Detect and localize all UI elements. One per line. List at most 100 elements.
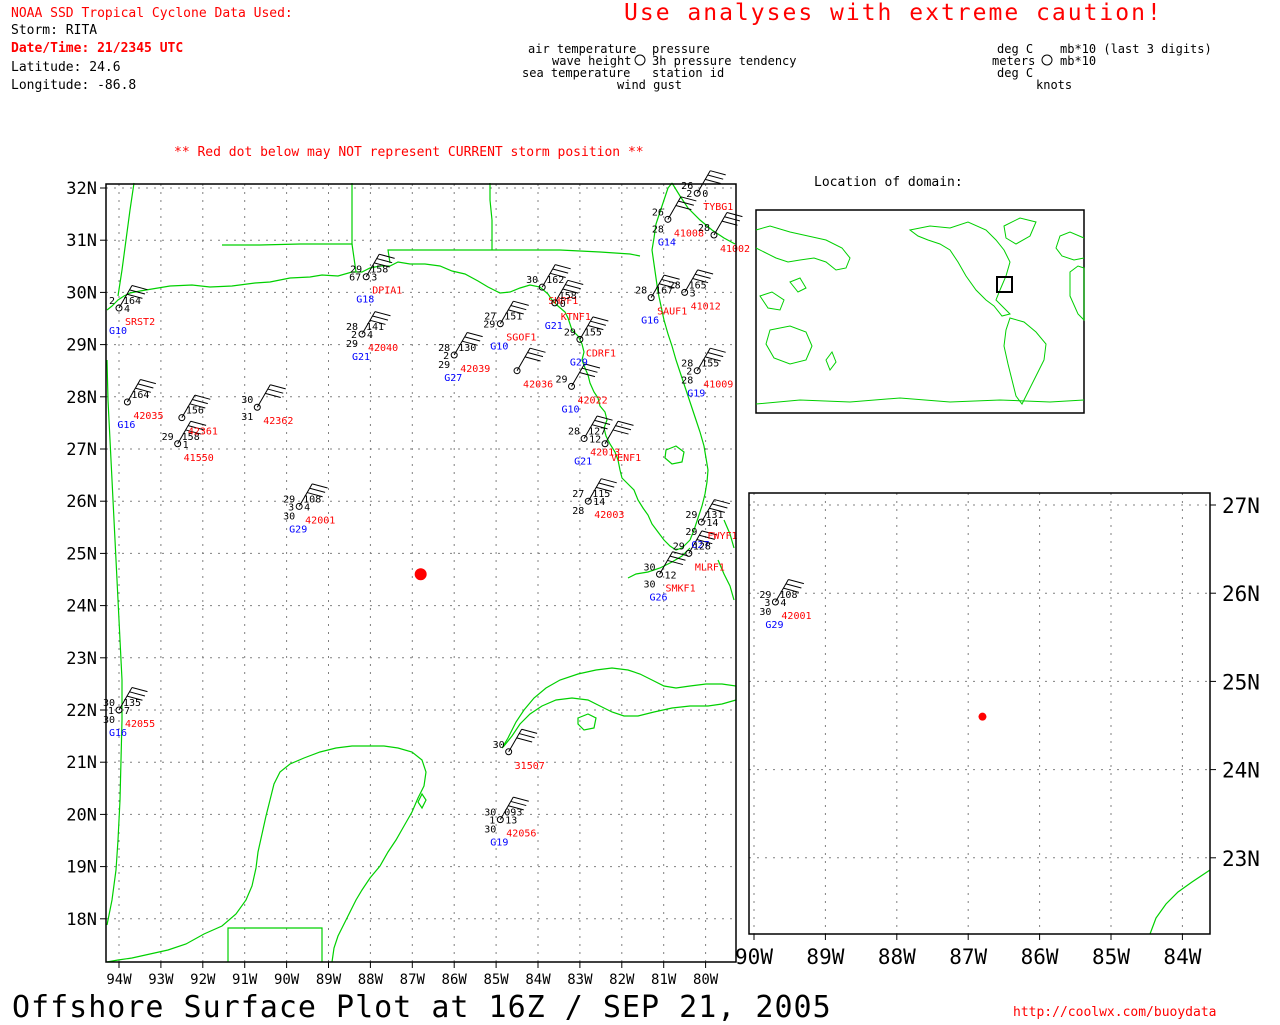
wind-barb xyxy=(118,285,133,309)
lon-tick-label: 91W xyxy=(232,972,258,988)
station-41002: 28 41002 xyxy=(698,223,750,255)
wind-barb-feather xyxy=(521,728,538,734)
footer-url[interactable]: http://coolwx.com/buoydata xyxy=(1013,1005,1217,1020)
wind-barb-feather xyxy=(550,272,566,278)
station-circle xyxy=(295,502,303,510)
world-north-america xyxy=(908,221,1011,317)
station-wave-height: 2 xyxy=(686,367,692,378)
station-sat-source: G29 xyxy=(765,620,783,631)
legend-unit-mb2: mb*10 xyxy=(1060,54,1097,68)
station-air-temp: 29 xyxy=(350,265,362,276)
station-circle xyxy=(647,294,655,302)
station-id: 42056 xyxy=(506,829,536,840)
station-tendency: 14 xyxy=(593,497,605,508)
storm-name: Storm: RITA xyxy=(11,23,98,38)
station-air-temp: 30 xyxy=(493,740,505,751)
wind-barb-feather xyxy=(596,486,612,492)
station-air-temp: 28 xyxy=(346,322,358,333)
wind-barb-feather xyxy=(726,211,743,218)
station-air-temp: 28 xyxy=(568,427,580,438)
world-map-frame xyxy=(755,209,1085,414)
wind-barb-feather xyxy=(697,269,714,275)
wind-barb-feather xyxy=(701,530,718,536)
station-id: MLRF1 xyxy=(695,562,725,573)
wind-barb-feather xyxy=(699,534,715,540)
world-africa xyxy=(1069,265,1085,322)
station-id: 41012 xyxy=(691,301,721,312)
yucatan xyxy=(106,745,427,963)
us-gulf-coast xyxy=(106,261,691,551)
wind-barb-feather xyxy=(376,258,393,264)
lat-tick-label: 22N xyxy=(66,701,97,721)
wind-barb xyxy=(499,300,514,324)
station-pressure: 167 xyxy=(655,286,673,297)
station-tendency: 4 xyxy=(367,330,373,341)
wind-barb-feather xyxy=(527,352,544,358)
wind-barb-feather xyxy=(513,796,529,802)
station-sat-source: G16 xyxy=(117,420,135,431)
station-wave-height: 1 xyxy=(108,706,114,717)
station-id: SHPF1 xyxy=(548,296,578,307)
main-wind-barbs xyxy=(118,170,743,820)
lon-tick-label: 80W xyxy=(693,972,719,988)
wind-barb-feather xyxy=(555,264,571,270)
wind-barb-feather xyxy=(783,587,800,593)
inset-lon-label: 84W xyxy=(1163,945,1201,969)
station-circle xyxy=(123,398,131,406)
wind-barb-feather xyxy=(664,274,680,280)
wind-barb-feather xyxy=(552,268,569,274)
wind-barb-feather xyxy=(594,419,611,425)
wind-barb-feather xyxy=(135,387,151,393)
station-circle xyxy=(584,497,592,505)
legend-air-temp: air temperature xyxy=(528,42,637,56)
station-circle xyxy=(681,288,689,296)
wind-barb-feather xyxy=(788,579,805,585)
wind-barb xyxy=(126,379,141,403)
cozumel xyxy=(417,792,427,810)
station-air-temp: 30 xyxy=(643,562,655,573)
world-se-asia xyxy=(759,277,807,311)
lon-tick-label: 85W xyxy=(483,972,509,988)
lat-tick-label: 30N xyxy=(66,283,97,303)
station-id: SRST2 xyxy=(125,317,155,328)
station-circle xyxy=(710,231,718,239)
station-pressure: 093 xyxy=(504,808,522,819)
inset-lon-label: 85W xyxy=(1092,945,1130,969)
station-circle xyxy=(174,440,182,448)
lon-tick-label: 87W xyxy=(400,972,426,988)
station-sat-source: G10 xyxy=(490,342,508,353)
station-id: 42039 xyxy=(460,364,490,375)
station-pressure: 151 xyxy=(504,312,522,323)
wind-barb-feather xyxy=(721,220,738,226)
station-sat-source: G21 xyxy=(574,457,592,468)
inset-lon-label: 86W xyxy=(1021,945,1059,969)
wind-barb xyxy=(508,728,523,753)
source-title: NOAA SSD Tropical Cyclone Data Used: xyxy=(11,6,293,21)
wind-barb-feather xyxy=(705,356,721,362)
lat-tick-label: 26N xyxy=(66,492,97,512)
wind-barb-feather xyxy=(510,305,527,311)
station-circle xyxy=(576,335,584,343)
wind-barb-feather xyxy=(188,425,204,431)
wind-barb-feather xyxy=(374,311,391,317)
wind-barb-feather xyxy=(524,356,541,362)
wind-barb xyxy=(453,332,468,356)
wind-barb-feather xyxy=(126,293,143,299)
border-texas-louisiana xyxy=(117,182,135,297)
station-circle xyxy=(580,435,588,443)
legend-station-id: station id xyxy=(652,66,725,80)
wind-barb-feather xyxy=(513,300,529,306)
main-coastline xyxy=(106,182,737,963)
wind-barb-feather xyxy=(711,503,728,509)
world-australia xyxy=(765,325,813,365)
ga-sc-coast xyxy=(671,182,736,245)
station-id: 42362 xyxy=(263,416,293,427)
lat-tick-label: 27N xyxy=(66,440,97,460)
